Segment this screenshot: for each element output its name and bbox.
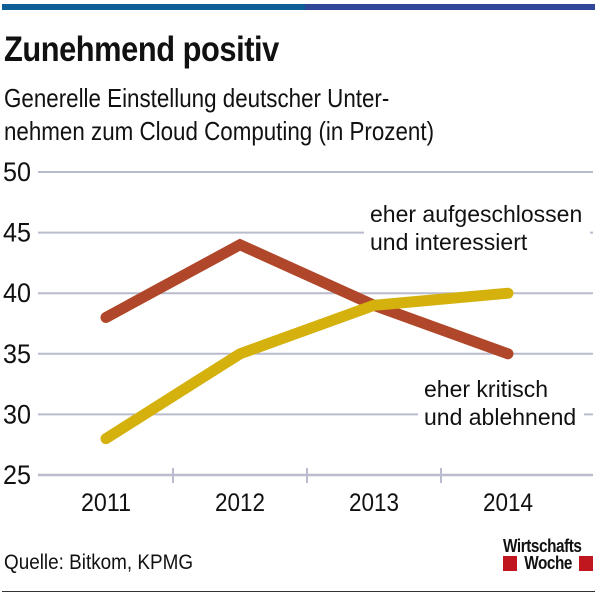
x-tick-label: 2011 [81,489,131,517]
logo-line-2: Woche [524,553,572,573]
series-lines [100,238,514,445]
y-axis-ticks: 25 30 35 40 45 50 [3,157,31,490]
logo-square-left [503,556,517,571]
y-tick-label: 25 [3,460,31,490]
y-tick-label: 45 [3,218,31,248]
logo-square-right [579,556,593,571]
y-tick-label: 30 [3,399,31,429]
x-tick-label: 2014 [483,489,533,517]
subtitle-line-2: nehmen zum Cloud Computing (in Prozent) [4,116,435,146]
logo-line-1: Wirtschafts [503,536,582,556]
series-label: und ablehnend [424,404,576,430]
y-tick-label: 35 [3,339,31,369]
chart-title: Zunehmend positiv [4,30,279,69]
series-label: eher kritisch [424,376,548,402]
top-bar-segment-left [2,4,305,10]
series-label: eher aufgeschlossen [370,201,582,227]
subtitle-line-1: Generelle Einstellung deutscher Unter- [4,83,390,113]
series-label: und interessiert [370,229,528,255]
wirtschaftswoche-logo: Wirtschafts Woche [503,536,593,573]
x-tick-label: 2013 [349,489,399,517]
x-axis-ticks: 2011 2012 2013 2014 [81,468,533,517]
annotation-background [418,373,584,435]
top-color-bar [2,4,595,10]
source-note: Quelle: Bitkom, KPMG [4,551,194,574]
y-tick-label: 40 [3,278,31,308]
chart-subtitle: Generelle Einstellung deutscher Unter- n… [4,82,434,148]
annotation-background [364,198,590,260]
x-tick-label: 2012 [215,489,265,517]
top-bar-segment-right [305,4,595,10]
y-tick-label: 50 [3,157,31,187]
bottom-divider [2,591,595,592]
series-line-open [100,287,514,445]
series-line-critical [100,238,514,360]
